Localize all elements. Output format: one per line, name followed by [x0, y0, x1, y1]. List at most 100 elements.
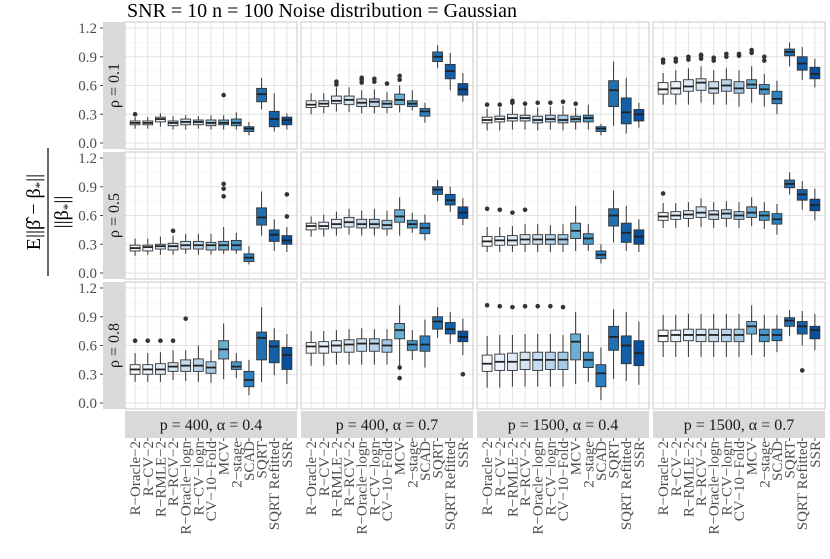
- box-body: [621, 336, 631, 364]
- outlier-point: [573, 101, 578, 106]
- row-strip-label: ρ = 0.5: [106, 193, 123, 238]
- y-tick-label: 0.3: [78, 367, 97, 383]
- column-strip-label: p = 400, α = 0.4: [160, 417, 262, 434]
- outlier-point: [523, 207, 528, 212]
- outlier-point: [285, 214, 290, 219]
- box-body: [319, 342, 329, 354]
- outlier-point: [673, 56, 678, 61]
- box-body: [810, 326, 820, 338]
- outlier-point: [221, 93, 226, 98]
- box-body: [395, 323, 405, 338]
- y-tick-label: 1.2: [78, 151, 97, 167]
- box-body: [696, 79, 706, 91]
- box-body: [269, 341, 279, 363]
- box-body: [596, 365, 606, 387]
- box-body: [609, 326, 619, 350]
- outlier-point: [523, 304, 528, 309]
- x-tick-label: SSR: [808, 441, 824, 468]
- outlier-point: [711, 55, 716, 60]
- box-body: [634, 109, 644, 121]
- box-body: [257, 332, 267, 360]
- box-body: [747, 322, 757, 334]
- outlier-point: [561, 305, 566, 310]
- box-body: [269, 230, 279, 242]
- box-body: [520, 352, 530, 369]
- box-body: [369, 339, 379, 351]
- box-body: [257, 88, 267, 101]
- column-strip-label: p = 1500, α = 0.4: [508, 417, 618, 434]
- box-body: [231, 362, 241, 370]
- box-body: [571, 334, 581, 360]
- y-tick-label: 0.6: [78, 209, 97, 225]
- box-body: [810, 67, 820, 79]
- box-body: [558, 352, 568, 369]
- box-body: [433, 187, 443, 195]
- outlier-point: [221, 194, 226, 199]
- column-strip-label: p = 400, α = 0.7: [336, 417, 438, 434]
- outlier-point: [485, 303, 490, 308]
- column-strip-label: p = 1500, α = 0.7: [684, 417, 794, 434]
- outlier-point: [485, 206, 490, 211]
- outlier-point: [497, 207, 502, 212]
- box-body: [772, 91, 782, 103]
- outlier-point: [497, 304, 502, 309]
- figure: SNR = 10 n = 100 Noise distribution = Ga…: [0, 0, 830, 554]
- box-body: [785, 318, 795, 327]
- box-body: [420, 109, 430, 117]
- outlier-point: [133, 112, 138, 117]
- y-tick-label: 0.0: [78, 136, 97, 152]
- outlier-point: [397, 376, 402, 381]
- y-tick-label: 0.6: [78, 79, 97, 95]
- outlier-point: [221, 182, 226, 187]
- box-body: [533, 352, 543, 370]
- outlier-point: [171, 338, 176, 343]
- y-tick-label: 1.2: [78, 21, 97, 37]
- box-body: [306, 343, 316, 354]
- outlier-point: [762, 54, 767, 59]
- box-body: [282, 117, 292, 125]
- outlier-point: [372, 76, 377, 81]
- outlier-point: [535, 100, 540, 105]
- box-body: [407, 341, 417, 351]
- x-tick-label: SSR: [280, 441, 296, 468]
- box-body: [206, 242, 216, 250]
- row-strip-label: ρ = 0.1: [106, 63, 123, 108]
- box-body: [658, 83, 668, 95]
- outlier-point: [485, 102, 490, 107]
- y-tick-label: 0.6: [78, 339, 97, 355]
- y-tick-label: 0.9: [78, 180, 97, 196]
- box-body: [683, 80, 693, 92]
- outlier-point: [737, 52, 742, 57]
- outlier-point: [334, 79, 339, 84]
- outlier-point: [385, 81, 390, 86]
- y-tick-label: 0.0: [78, 396, 97, 412]
- outlier-point: [510, 210, 515, 215]
- outlier-point: [510, 305, 515, 310]
- box-body: [558, 115, 568, 123]
- outlier-point: [686, 54, 691, 59]
- box-body: [709, 82, 719, 94]
- y-axis-label-denominator: ||β*||: [51, 196, 75, 229]
- box-body: [433, 317, 443, 329]
- outlier-point: [561, 99, 566, 104]
- boxplot-grid: SNR = 10 n = 100 Noise distribution = Ga…: [0, 0, 830, 554]
- outlier-point: [548, 100, 553, 105]
- box-body: [609, 209, 619, 226]
- box-body: [369, 99, 379, 107]
- box-body: [282, 347, 292, 369]
- y-tick-label: 0.9: [78, 310, 97, 326]
- box-body: [420, 336, 430, 351]
- box-body: [143, 245, 153, 251]
- box-body: [344, 340, 354, 352]
- outlier-point: [497, 102, 502, 107]
- y-tick-label: 0.3: [78, 107, 97, 123]
- outlier-point: [661, 191, 666, 196]
- outlier-point: [461, 372, 466, 377]
- outlier-point: [523, 101, 528, 106]
- outlier-point: [183, 316, 188, 321]
- outlier-point: [171, 229, 176, 234]
- outlier-point: [724, 52, 729, 57]
- outlier-point: [535, 304, 540, 309]
- y-tick-label: 0.0: [78, 266, 97, 282]
- outlier-point: [145, 338, 150, 343]
